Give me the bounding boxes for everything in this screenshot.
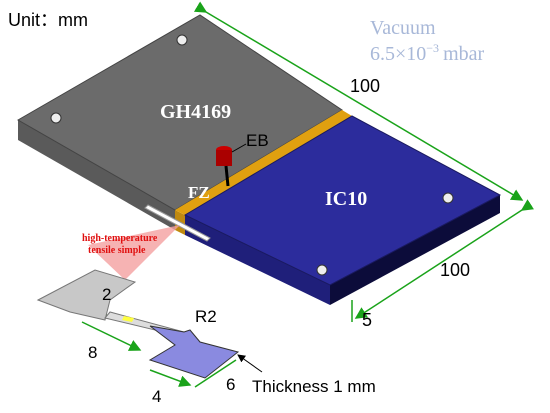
vacuum-label: Vacuum bbox=[370, 17, 436, 39]
dim-thickness: 5 bbox=[362, 310, 372, 330]
dim-radius: R2 bbox=[195, 307, 217, 326]
vacuum-pressure: 6.5×10−3 mbar bbox=[370, 41, 484, 65]
unit: Unit：mm bbox=[8, 10, 88, 30]
eb-label: EB bbox=[246, 131, 269, 150]
dimensions bbox=[81, 1, 535, 388]
specimen-label: high-temperature bbox=[82, 233, 158, 244]
thickness-arrow bbox=[237, 354, 263, 373]
slot bbox=[144, 204, 211, 242]
cone bbox=[88, 225, 180, 280]
thickness-note: Thickness 1 mm bbox=[252, 377, 376, 396]
beam-arrow bbox=[224, 165, 230, 187]
gh-label: GH4169 bbox=[160, 101, 231, 123]
beam-body bbox=[216, 150, 232, 166]
specimen-label: tensile simple bbox=[88, 245, 146, 256]
dim-gauge-length: 8 bbox=[88, 343, 97, 362]
gh-side bbox=[18, 120, 175, 230]
ic-side bbox=[185, 215, 330, 305]
dim-length: 100 bbox=[350, 76, 380, 96]
dim-width: 100 bbox=[440, 260, 470, 280]
grip-left bbox=[36, 269, 137, 321]
fz-label: FZ bbox=[188, 183, 210, 202]
gauge-fz bbox=[122, 316, 134, 322]
dim-grip: 6 bbox=[226, 375, 235, 394]
dim-neck: 4 bbox=[152, 387, 161, 406]
dim-gauge-width: 2 bbox=[102, 285, 111, 304]
grip-right bbox=[148, 325, 240, 379]
ic-label: IC10 bbox=[325, 188, 367, 210]
